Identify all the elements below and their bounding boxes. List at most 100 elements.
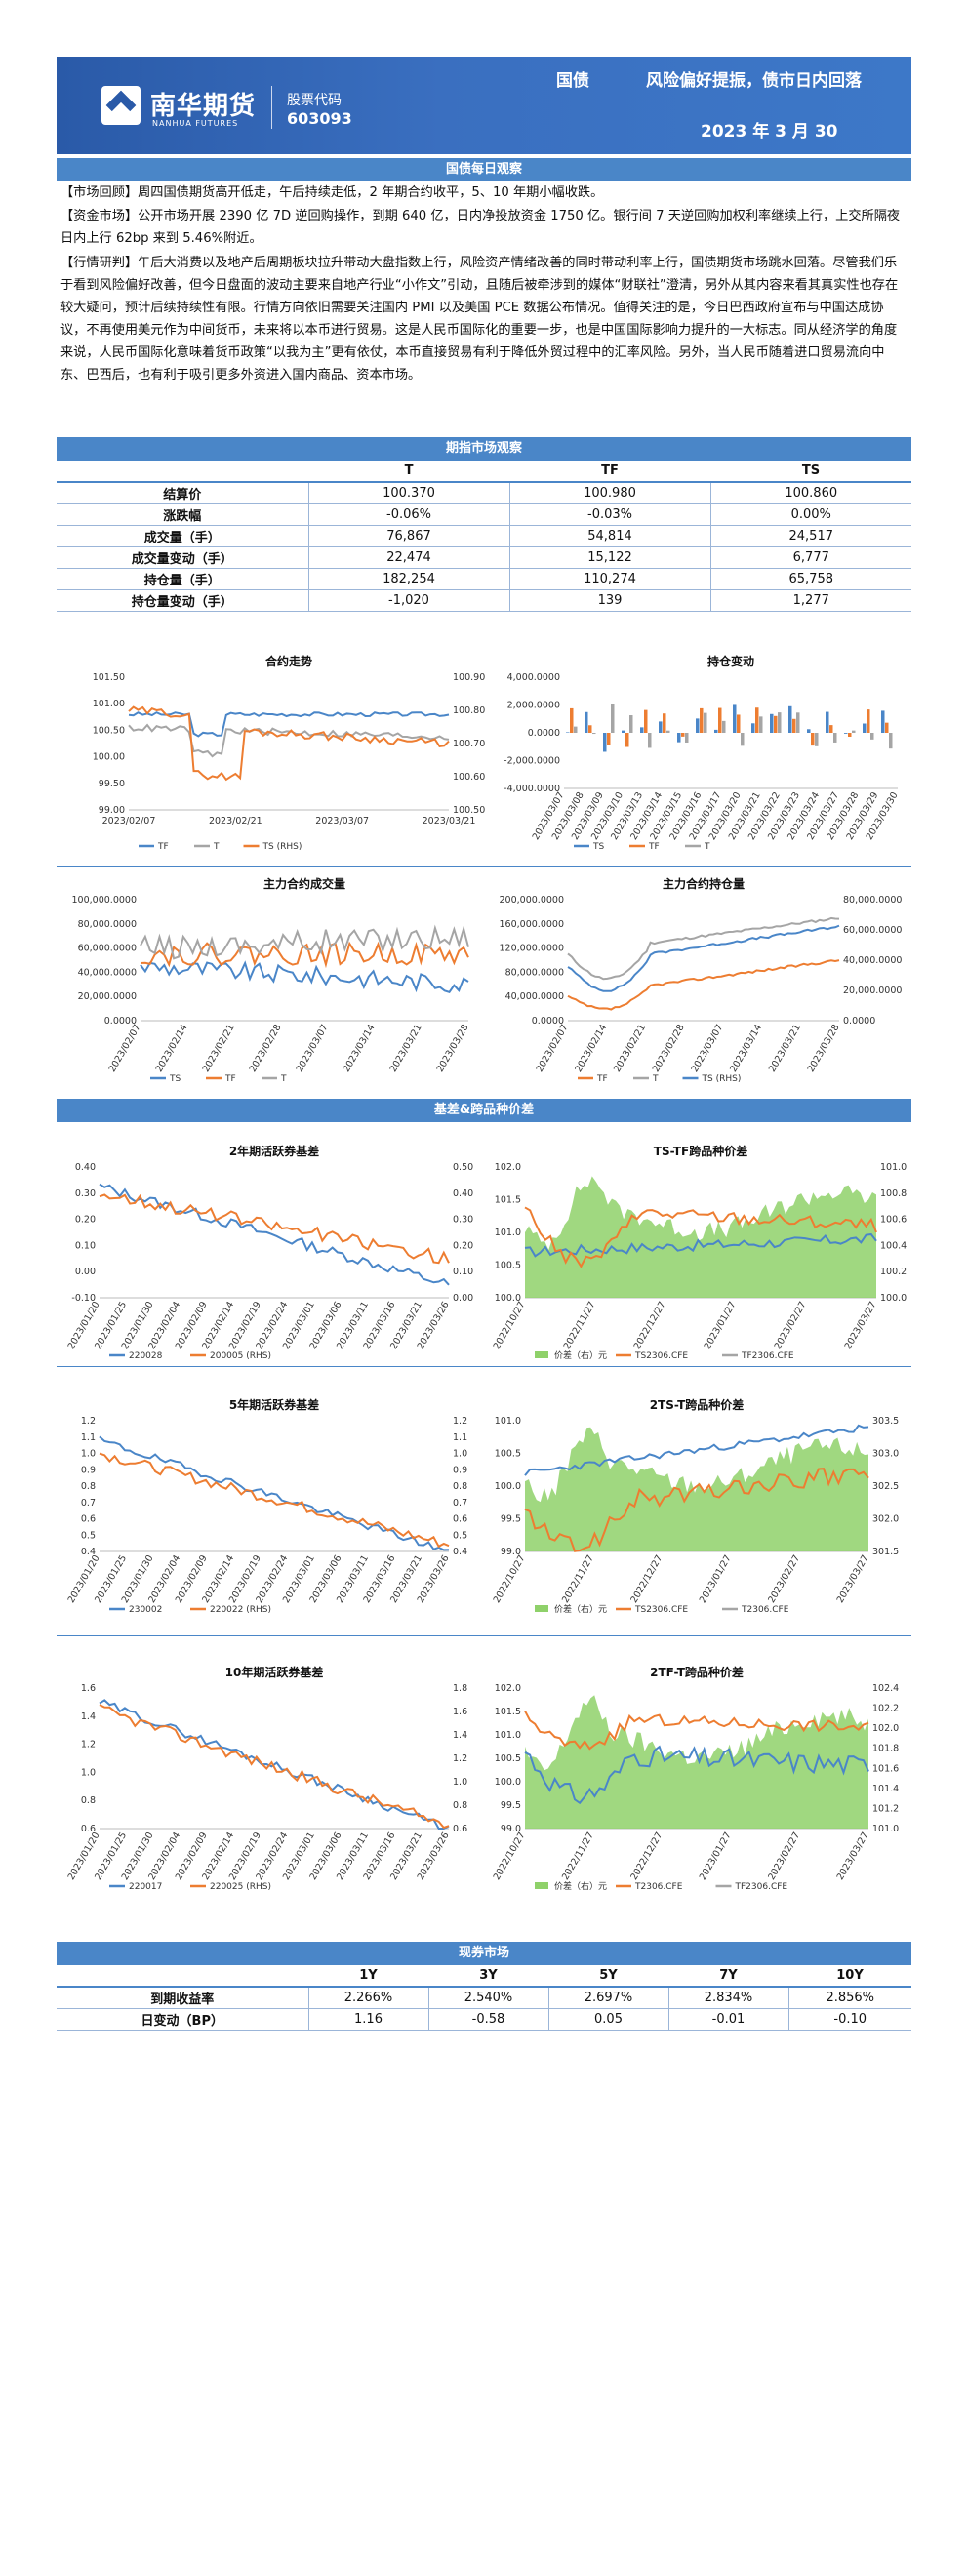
y2-tick-label: 0.7 bbox=[453, 1498, 467, 1509]
series-line bbox=[128, 711, 450, 738]
y2-tick-label: 60,000.0000 bbox=[843, 925, 902, 936]
y2-tick-label: 101.0 bbox=[880, 1162, 907, 1173]
y-tick-label: 101.5 bbox=[495, 1195, 521, 1206]
table-cell: 2.540% bbox=[428, 1987, 549, 2009]
y2-tick-label: 0.30 bbox=[453, 1215, 473, 1226]
daily-paragraph-3: 【行情研判】午后大消费以及地产后周期板块拉升带动大盘指数上行，风险资产情绪改善的… bbox=[60, 252, 908, 386]
y2-tick-label: 0.4 bbox=[453, 1547, 467, 1557]
y2-tick-label: 102.0 bbox=[872, 1723, 899, 1734]
y-tick-label: 100.50 bbox=[93, 725, 125, 736]
table-cell: -0.06% bbox=[308, 503, 510, 526]
spot-table: 1Y 3Y 5Y 7Y 10Y 到期收益率 2.266% 2.540% 2.697% 2.834%… bbox=[57, 1965, 911, 2031]
table-row: 成交量（手） 76,867 54,814 24,517 bbox=[57, 525, 911, 547]
bar bbox=[718, 707, 722, 733]
y-tick-label: 1.0 bbox=[81, 1449, 96, 1460]
table-cell: 0.05 bbox=[548, 2008, 669, 2031]
bar bbox=[778, 712, 782, 733]
bar bbox=[592, 733, 596, 735]
series-line bbox=[99, 1452, 450, 1549]
y-tick-label: 100,000.0000 bbox=[72, 895, 137, 906]
chart-title: 2年期活跃券基差 bbox=[229, 1144, 319, 1158]
bar bbox=[770, 713, 774, 733]
chart-title: 主力合约成交量 bbox=[263, 876, 345, 891]
nanhua-logo-icon bbox=[101, 86, 141, 125]
table-cell: 76,867 bbox=[308, 525, 510, 547]
x-tick-label: 2023/03/07 bbox=[690, 1023, 726, 1074]
bar bbox=[603, 733, 607, 752]
y2-tick-label: 102.4 bbox=[872, 1683, 899, 1694]
series-line bbox=[524, 1232, 877, 1258]
chart-main-open-interest: 主力合约持仓量 200,000.0000 160,000.0000 120,000.0… bbox=[488, 874, 908, 1093]
bar bbox=[714, 729, 718, 733]
bar bbox=[751, 723, 755, 733]
x-tick-label: 2023/02/21 bbox=[201, 1023, 237, 1074]
y2-tick-label: 0.0000 bbox=[843, 1016, 875, 1026]
y2-tick-label: 100.60 bbox=[453, 772, 485, 783]
x-tick-label: 2023/02/14 bbox=[154, 1023, 190, 1074]
y2-tick-label: 100.0 bbox=[880, 1293, 907, 1304]
legend-label: 200005 (RHS) bbox=[210, 1351, 271, 1361]
y2-tick-label: 1.0 bbox=[453, 1777, 467, 1788]
legend-label: TS bbox=[592, 842, 604, 852]
table-cell: 6,777 bbox=[710, 546, 911, 569]
y-tick-label: 101.00 bbox=[93, 699, 125, 709]
section-daily-title: 国债每日观察 bbox=[57, 158, 911, 181]
y-tick-label: 0.20 bbox=[75, 1215, 96, 1226]
table-row: 成交量变动（手） 22,474 15,122 6,777 bbox=[57, 546, 911, 569]
x-tick-label: 2022/12/27 bbox=[628, 1831, 665, 1882]
y-tick-label: 100.5 bbox=[495, 1261, 521, 1271]
y-tick-label: 1.0 bbox=[81, 1767, 96, 1778]
stock-label: 股票代码 bbox=[287, 93, 342, 108]
y-tick-label: 4,000.0000 bbox=[507, 672, 560, 683]
legend-swatch bbox=[535, 1882, 548, 1889]
y-tick-label: 0.9 bbox=[81, 1465, 96, 1475]
legend-label: 价差（右）元 bbox=[554, 1603, 607, 1615]
y2-tick-label: 100.4 bbox=[880, 1240, 907, 1251]
legend-swatch bbox=[535, 1351, 548, 1358]
legend-label: 220022 (RHS) bbox=[210, 1605, 271, 1615]
table-cell: 100.860 bbox=[710, 482, 911, 504]
y-tick-label: 99.0 bbox=[501, 1824, 521, 1834]
y2-tick-label: 40,000.0000 bbox=[843, 955, 902, 966]
x-tick-label: 2022/12/27 bbox=[628, 1553, 665, 1605]
y-tick-label: 101.0 bbox=[495, 1416, 521, 1427]
y2-tick-label: 0.6 bbox=[453, 1824, 467, 1834]
paragraph-tag: 【市场回顾】 bbox=[60, 185, 139, 200]
x-tick-label: 2023/02/28 bbox=[248, 1023, 284, 1074]
chart-title: 持仓变动 bbox=[707, 654, 754, 668]
x-tick-label: 2023/03/14 bbox=[342, 1023, 378, 1074]
x-tick-label: 2023/03/27 bbox=[843, 1300, 879, 1351]
spread-area bbox=[525, 1695, 868, 1829]
series-line bbox=[524, 1710, 869, 1751]
chart-main-volume: 主力合约成交量 100,000.0000 80,000.0000 60,000.000… bbox=[60, 874, 480, 1093]
x-tick-label: 2023/03/28 bbox=[435, 1023, 471, 1074]
y-tick-label: 0.10 bbox=[75, 1240, 96, 1251]
y-tick-label: 100.5 bbox=[495, 1449, 521, 1460]
bar bbox=[570, 707, 574, 733]
legend-label: T2306.CFE bbox=[634, 1882, 683, 1892]
y-tick-label: 0.00 bbox=[75, 1267, 96, 1277]
y-tick-label: 100.00 bbox=[93, 752, 125, 763]
bar bbox=[588, 725, 592, 733]
table-header: 3Y bbox=[428, 1965, 548, 1988]
bar bbox=[659, 721, 663, 733]
bar bbox=[852, 730, 856, 733]
table-cell: -0.03% bbox=[509, 503, 711, 526]
series-line bbox=[99, 1193, 450, 1265]
x-tick-label: 2023/01/27 bbox=[698, 1553, 734, 1605]
table-header bbox=[57, 1965, 308, 1988]
table-cell: 22,474 bbox=[308, 546, 510, 569]
table-row: 持仓量变动（手） -1,020 139 1,277 bbox=[57, 589, 911, 612]
y-tick-label: 20,000.0000 bbox=[78, 991, 137, 1002]
chart-title: 合约走势 bbox=[265, 654, 312, 668]
table-cell: 182,254 bbox=[308, 568, 510, 590]
chart-2y-basis: 2年期活跃券基差 0.40 0.30 0.20 0.10 0.00 -0.10 0.50 0.4… bbox=[60, 1142, 480, 1370]
legend-label: TF bbox=[648, 842, 660, 852]
legend-label: TS (RHS) bbox=[702, 1074, 742, 1084]
y-tick-label: 0.6 bbox=[81, 1514, 96, 1525]
y-tick-label: 0.30 bbox=[75, 1188, 96, 1199]
y-tick-label: 160,000.0000 bbox=[500, 919, 564, 930]
y2-tick-label: 100.8 bbox=[880, 1188, 907, 1199]
bar bbox=[848, 733, 852, 737]
